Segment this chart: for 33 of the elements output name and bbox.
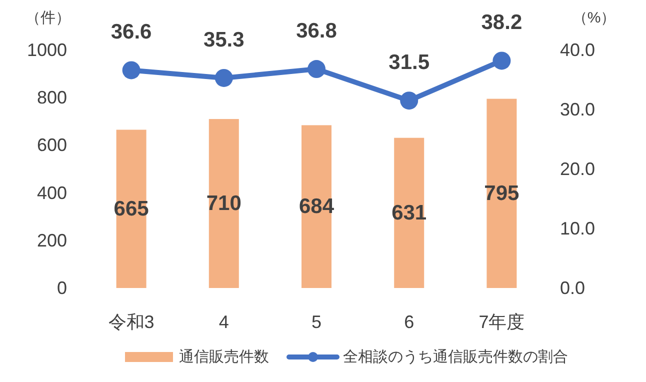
- bar: [486, 98, 517, 288]
- point: [214, 68, 233, 87]
- data-label: 36.8: [296, 20, 338, 43]
- y-tick-label: 0: [56, 278, 67, 298]
- y2-tick-label: 30.0: [560, 100, 596, 120]
- y2-tick-label: 0.0: [560, 278, 586, 298]
- x-tick-label: 7年度: [478, 312, 525, 332]
- point: [400, 92, 418, 110]
- bar: [116, 130, 146, 288]
- data-label: 36.6: [110, 20, 152, 44]
- legend-label: 通信販売件数: [179, 348, 269, 366]
- y-tick-label: 600: [36, 135, 67, 156]
- x-tick-label: 令和3: [108, 312, 154, 332]
- x-tick-label: 6: [404, 312, 414, 332]
- y2-tick-label: 20.0: [560, 159, 596, 179]
- y2-tick-label: 10.0: [560, 218, 596, 238]
- point: [492, 52, 511, 70]
- y2-tick-label: 40.0: [560, 40, 596, 60]
- legend-label: 全相談のうち通信販売件数の割合: [343, 348, 568, 366]
- bar: [208, 119, 239, 288]
- y-tick-label: 200: [36, 230, 67, 250]
- data-label: 31.5: [388, 51, 430, 74]
- data-label: 38.2: [481, 11, 522, 34]
- y-axis-title: （件）: [26, 10, 70, 26]
- y-tick-label: 1000: [26, 40, 67, 60]
- y-tick-label: 800: [36, 88, 67, 108]
- x-tick-label: 4: [218, 312, 229, 332]
- y2-axis-title: （%）: [572, 10, 616, 26]
- data-label: 35.3: [203, 28, 244, 52]
- y-tick-label: 400: [36, 182, 67, 203]
- point: [122, 61, 140, 80]
- point: [308, 60, 326, 78]
- x-tick-label: 5: [311, 312, 322, 332]
